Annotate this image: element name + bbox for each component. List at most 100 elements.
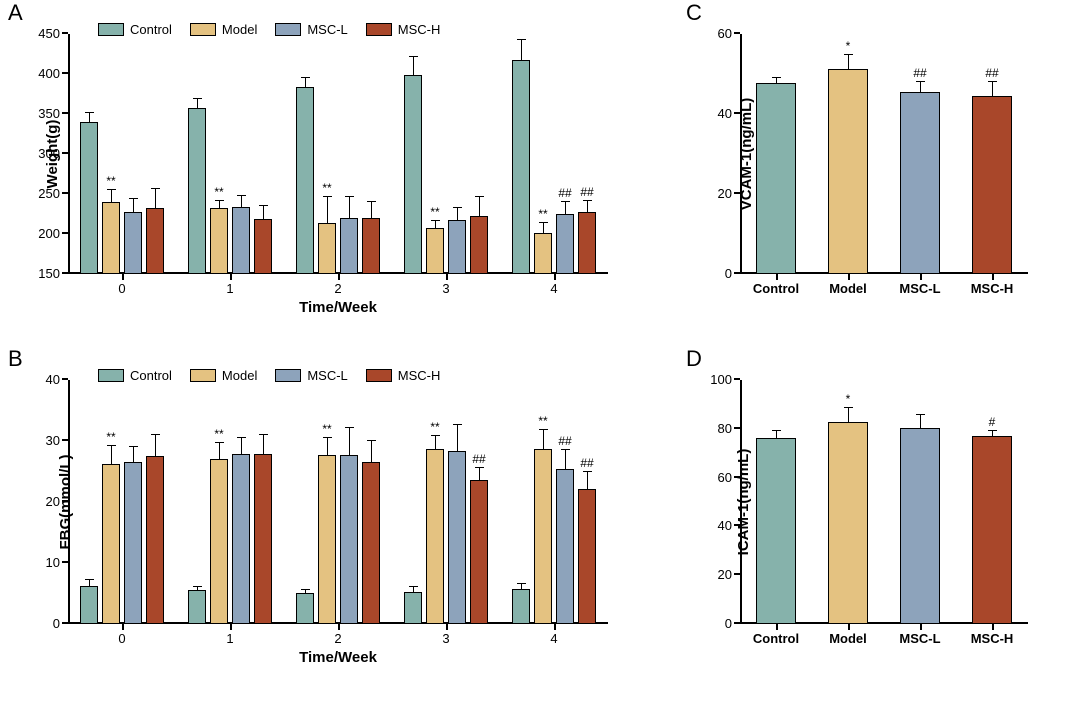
bar (448, 451, 466, 624)
legend-item: Model (190, 22, 257, 37)
y-axis-title: FBG(mmol/L) (57, 455, 74, 550)
bar (556, 469, 574, 624)
bar (900, 92, 940, 274)
legend-label: Model (222, 22, 257, 37)
significance-marker: ** (430, 205, 439, 219)
x-axis-title: Time/Week (299, 649, 377, 666)
bar (146, 456, 164, 624)
category-label: 2 (334, 281, 341, 296)
legend-label: MSC-L (307, 368, 347, 383)
category-label: 0 (118, 631, 125, 646)
bar (470, 216, 488, 274)
legend-label: MSC-H (398, 22, 441, 37)
significance-marker: ## (558, 434, 571, 448)
bar (102, 464, 120, 624)
bar (362, 462, 380, 624)
category-label: Model (829, 631, 867, 646)
bar (426, 228, 444, 274)
significance-marker: ** (430, 420, 439, 434)
significance-marker: ** (106, 430, 115, 444)
legend-swatch (190, 369, 216, 382)
chart-a: 15020025030035040045001234Weight(g)Time/… (8, 18, 628, 316)
legend: Control Model MSC-L MSC-H (98, 368, 440, 383)
significance-marker: ## (580, 185, 593, 199)
bar (404, 592, 422, 624)
legend-item: Control (98, 368, 172, 383)
y-axis-title: VCAM-1(ng/mL) (738, 98, 755, 211)
bar (124, 212, 142, 274)
legend-item: Model (190, 368, 257, 383)
legend-swatch (366, 23, 392, 36)
bar (556, 214, 574, 274)
bar (210, 208, 228, 274)
bar (512, 60, 530, 274)
bar (972, 96, 1012, 274)
significance-marker: ## (985, 66, 998, 80)
chart-b: 01020304001234FBG(mmol/L)Time/Week******… (8, 364, 628, 680)
bar (448, 220, 466, 274)
bar (318, 455, 336, 624)
bar (900, 428, 940, 624)
legend-swatch (190, 23, 216, 36)
legend-item: Control (98, 22, 172, 37)
bar (362, 218, 380, 274)
legend: Control Model MSC-L MSC-H (98, 22, 440, 37)
bar (404, 75, 422, 274)
bar (254, 454, 272, 624)
bar (296, 593, 314, 624)
bar (578, 489, 596, 624)
legend-label: MSC-H (398, 368, 441, 383)
bar (232, 207, 250, 274)
bar (318, 223, 336, 274)
category-label: 3 (442, 281, 449, 296)
significance-marker: * (846, 392, 851, 406)
bar (534, 449, 552, 624)
legend-label: Control (130, 22, 172, 37)
category-label: 2 (334, 631, 341, 646)
legend-label: Model (222, 368, 257, 383)
legend-swatch (98, 23, 124, 36)
significance-marker: ## (913, 66, 926, 80)
category-label: MSC-H (971, 281, 1014, 296)
bar (146, 208, 164, 274)
legend-swatch (275, 369, 301, 382)
legend-swatch (275, 23, 301, 36)
category-label: Control (753, 281, 799, 296)
bar (296, 87, 314, 274)
significance-marker: ## (558, 186, 571, 200)
category-label: 1 (226, 631, 233, 646)
significance-marker: ** (106, 174, 115, 188)
legend-item: MSC-H (366, 368, 441, 383)
category-label: 0 (118, 281, 125, 296)
legend-label: MSC-L (307, 22, 347, 37)
significance-marker: ** (322, 181, 331, 195)
chart-c: 0204060ControlModelMSC-LMSC-HVCAM-1(ng/m… (686, 18, 1042, 316)
bar (102, 202, 120, 274)
bar (972, 436, 1012, 624)
legend-item: MSC-L (275, 22, 347, 37)
significance-marker: ** (214, 185, 223, 199)
bar (828, 422, 868, 624)
legend-swatch (98, 369, 124, 382)
category-label: MSC-L (899, 631, 940, 646)
bar (578, 212, 596, 274)
category-label: MSC-H (971, 631, 1014, 646)
category-label: 1 (226, 281, 233, 296)
category-label: 4 (550, 281, 557, 296)
significance-marker: * (846, 39, 851, 53)
significance-marker: # (989, 415, 996, 429)
significance-marker: ## (472, 452, 485, 466)
bar (210, 459, 228, 624)
significance-marker: ** (322, 422, 331, 436)
significance-marker: ** (538, 414, 547, 428)
category-label: Control (753, 631, 799, 646)
bar (188, 108, 206, 274)
y-axis-title: ICAM-1(ng/mL) (735, 449, 752, 556)
legend-label: Control (130, 368, 172, 383)
bar (80, 586, 98, 624)
x-axis-title: Time/Week (299, 299, 377, 316)
category-label: MSC-L (899, 281, 940, 296)
category-label: 3 (442, 631, 449, 646)
bar (828, 69, 868, 274)
bar (756, 438, 796, 624)
